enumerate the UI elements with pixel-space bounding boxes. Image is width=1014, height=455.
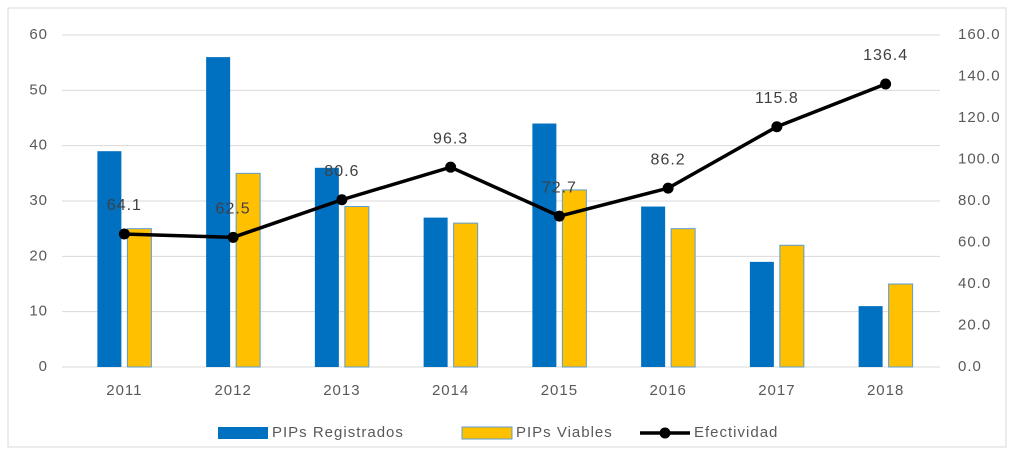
x-tick-label: 2014 [432, 382, 469, 399]
bar [561, 189, 587, 368]
bar [453, 222, 479, 368]
y-tick-label: 50 [29, 81, 48, 98]
bar [858, 306, 883, 367]
bar [641, 206, 666, 367]
legend-swatch [218, 427, 268, 439]
x-tick-label: 2011 [106, 382, 142, 399]
y-tick-label: 40 [29, 137, 48, 154]
y2-tick-label: 120.0 [958, 109, 1001, 126]
data-label: 96.3 [433, 130, 468, 147]
bar [532, 123, 557, 368]
y2-tick-label: 160.0 [958, 26, 1001, 43]
x-tick-label: 2016 [649, 382, 686, 399]
bar [97, 151, 122, 367]
line-marker [553, 210, 565, 222]
legend-label: Efectividad [694, 424, 778, 441]
bar [344, 206, 370, 368]
y2-tick-label: 0.0 [958, 358, 982, 375]
x-tick-label: 2012 [214, 382, 251, 399]
bar [779, 244, 805, 368]
y2-tick-label: 60.0 [958, 233, 991, 250]
data-label: 136.4 [863, 47, 908, 64]
bar [888, 283, 914, 368]
line-marker [336, 194, 348, 206]
x-tick-label: 2017 [758, 382, 795, 399]
y-tick-label: 60 [29, 26, 48, 43]
y-tick-label: 10 [29, 303, 48, 320]
bar [314, 167, 339, 367]
x-tick-label: 2015 [541, 382, 578, 399]
bar [423, 217, 448, 367]
line [124, 82, 887, 240]
bar [206, 57, 231, 368]
line-marker [445, 161, 457, 173]
y2-tick-label: 100.0 [958, 150, 1001, 167]
y2-tick-label: 80.0 [958, 192, 991, 209]
data-label: 86.2 [651, 151, 686, 168]
y2-tick-label: 140.0 [958, 67, 1001, 84]
y-tick-label: 20 [29, 247, 48, 264]
x-tick-label: 2018 [867, 382, 904, 399]
data-label: 64.1 [107, 197, 142, 214]
y-tick-label: 30 [29, 192, 48, 209]
data-label: 62.5 [216, 201, 251, 218]
y2-tick-label: 40.0 [958, 275, 991, 292]
line-marker [227, 231, 239, 243]
legend-marker [659, 427, 671, 439]
data-label: 72.7 [542, 179, 577, 196]
line-marker [880, 78, 892, 90]
bar [235, 172, 261, 368]
bar [670, 228, 696, 368]
legend-label: PIPs Viables [516, 424, 613, 441]
data-label: 80.6 [324, 163, 359, 180]
line-marker [771, 121, 783, 133]
y-tick-label: 0 [39, 358, 48, 375]
line-marker [118, 228, 130, 240]
x-tick-label: 2013 [323, 382, 360, 399]
line-marker [662, 182, 674, 194]
legend-swatch [461, 426, 513, 440]
bar [126, 228, 152, 368]
legend-label: PIPs Registrados [272, 424, 404, 441]
bar [749, 261, 774, 367]
y2-tick-label: 20.0 [958, 316, 991, 333]
chart-border [7, 7, 1007, 448]
data-label: 115.8 [755, 90, 799, 107]
